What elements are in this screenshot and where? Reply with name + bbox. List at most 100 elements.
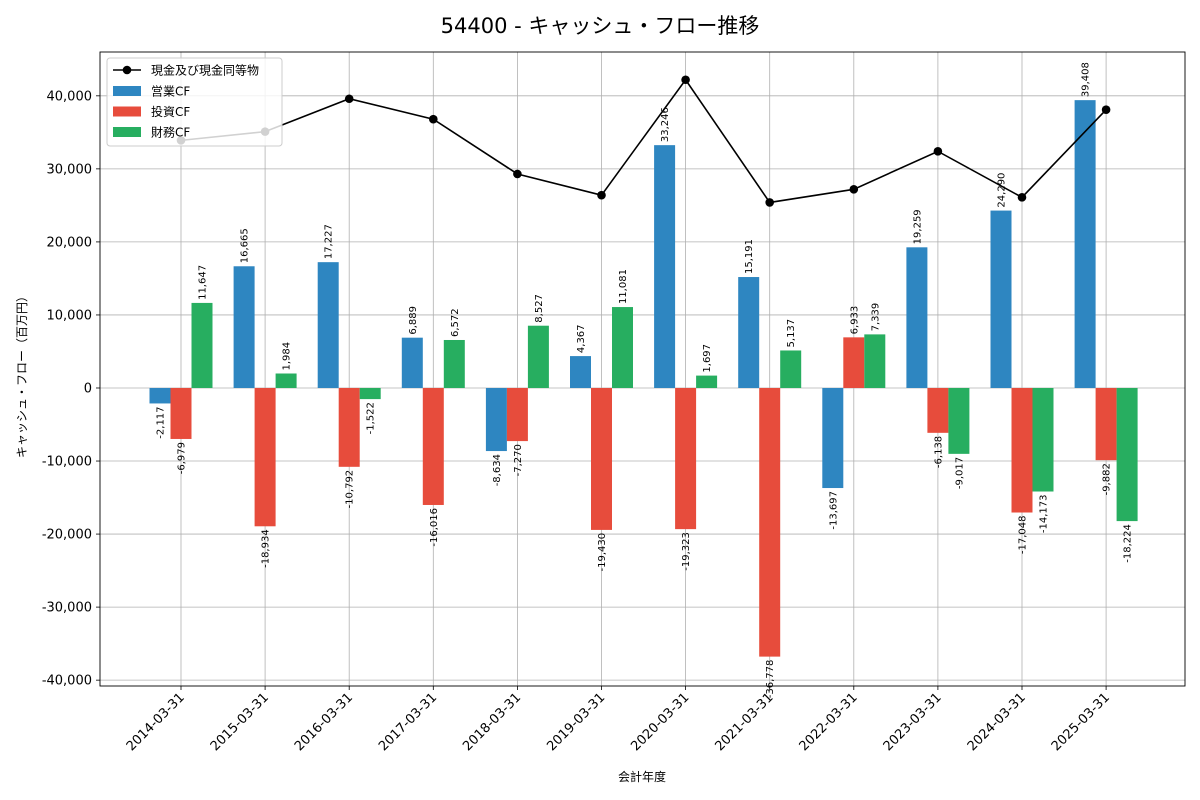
bar-labels-layer: -2,117 16,665 17,227 6,889 -8,634 4,367 33,246…	[156, 62, 1134, 698]
x-tick-label: 2015-03-31	[208, 690, 272, 754]
bar-value-label: -6,979	[177, 442, 188, 474]
y-tick-label: 40,000	[47, 89, 93, 104]
bar-value-label: -36,778	[765, 660, 776, 699]
chart-title: 54400 - キャッシュ・フロー推移	[441, 14, 760, 38]
bar-value-label: -13,697	[828, 491, 839, 530]
bar-value-label: -14,173	[1039, 495, 1050, 534]
bar-営業CF	[149, 387, 171, 404]
bar-value-label: 39,408	[1081, 62, 1092, 97]
bar-投資CF	[422, 387, 444, 505]
bar-財務CF	[527, 325, 549, 388]
bar-value-label: 7,339	[870, 303, 881, 332]
bar-value-label: 1,984	[282, 342, 293, 371]
bar-財務CF	[864, 334, 886, 388]
bar-value-label: -10,792	[345, 470, 356, 509]
bar-value-label: -16,016	[429, 508, 440, 547]
cash-equivalents-point	[765, 198, 774, 207]
bar-value-label: -19,323	[681, 532, 692, 571]
bar-営業CF	[822, 387, 844, 489]
bar-value-label: -19,430	[597, 533, 608, 572]
bar-value-label: 33,246	[660, 107, 671, 142]
bar-投資CF	[1011, 387, 1033, 513]
legend-label: 現金及び現金同等物	[151, 63, 259, 78]
cash-equivalents-point	[1017, 193, 1027, 202]
bar-value-label: -8,634	[492, 454, 503, 486]
bar-営業CF	[570, 356, 591, 388]
bar-value-label: -1,522	[366, 402, 377, 434]
bar-value-label: 16,665	[240, 228, 251, 263]
bar-value-label: -2,117	[156, 406, 167, 438]
legend-label: 営業CF	[151, 85, 190, 99]
x-tick-label: 2017-03-31	[376, 690, 440, 754]
bar-value-label: 1,697	[702, 344, 713, 373]
line-layer	[176, 75, 1111, 207]
bar-投資CF	[591, 387, 612, 530]
bar-value-label: 6,933	[849, 306, 860, 335]
bar-value-label: 15,191	[744, 239, 755, 274]
bar-投資CF	[506, 387, 528, 442]
x-tick-label: 2016-03-31	[292, 690, 356, 754]
y-tick-label: 30,000	[47, 162, 93, 177]
x-tick-label: 2022-03-31	[797, 690, 861, 754]
bar-投資CF	[170, 387, 192, 439]
bar-value-label: 19,259	[912, 209, 923, 244]
x-tick-label: 2025-03-31	[1049, 690, 1113, 754]
bar-財務CF	[612, 307, 633, 388]
plot-frame	[99, 51, 1186, 687]
bar-営業CF	[654, 145, 676, 388]
bar-財務CF	[1116, 387, 1138, 522]
legend-swatch	[113, 127, 141, 137]
y-axis-title: キャッシュ・フロー（百万円）	[15, 290, 29, 458]
cash-equivalents-point	[344, 94, 354, 104]
y-tick-label: -30,000	[42, 601, 92, 616]
cash-equivalents-point	[429, 114, 438, 124]
legend-swatch	[113, 86, 141, 96]
bar-value-label: -18,224	[1123, 524, 1134, 563]
bar-投資CF	[254, 387, 276, 527]
legend-label: 財務CF	[151, 125, 190, 140]
bar-投資CF	[759, 387, 781, 657]
legend-label: 投資CF	[151, 104, 190, 119]
x-tick-label: 2024-03-31	[965, 690, 1029, 754]
bar-value-label: 11,647	[198, 265, 209, 300]
bar-財務CF	[696, 375, 718, 388]
y-tick-label: -10,000	[42, 455, 92, 470]
legend-box	[106, 57, 283, 147]
cash-equivalents-point	[849, 185, 859, 194]
cash-equivalents-point	[597, 190, 606, 200]
cash-equivalents-point	[681, 75, 690, 85]
x-tick-label: 2020-03-31	[628, 690, 692, 754]
y-tick-label: -40,000	[42, 674, 92, 689]
bar-営業CF	[317, 262, 339, 388]
bar-財務CF	[191, 302, 213, 388]
bar-投資CF	[1095, 387, 1117, 461]
bar-投資CF	[338, 387, 360, 467]
bar-営業CF	[738, 277, 760, 388]
bar-value-label: 24,290	[997, 173, 1008, 208]
bar-営業CF	[906, 247, 928, 388]
bar-財務CF	[780, 350, 802, 388]
grid-layer	[100, 52, 1185, 686]
y-tick-label: 10,000	[47, 308, 93, 323]
bar-財務CF	[359, 387, 381, 400]
x-tick-label: 2014-03-31	[124, 690, 188, 754]
bar-財務CF	[443, 339, 465, 388]
cash-equivalents-line	[180, 78, 1107, 204]
bar-value-label: -17,048	[1018, 516, 1029, 555]
legend-swatch	[113, 106, 141, 117]
y-tick-label: 20,000	[47, 235, 93, 250]
y-tick-label: 0	[84, 381, 92, 396]
bar-投資CF	[927, 387, 949, 433]
bar-value-label: -9,882	[1102, 463, 1113, 495]
bar-営業CF	[485, 387, 507, 452]
bar-value-label: 17,227	[324, 224, 335, 259]
bar-value-label: 6,889	[408, 306, 419, 335]
bar-財務CF	[948, 387, 970, 454]
x-tick-label: 2018-03-31	[460, 690, 524, 754]
bar-財務CF	[275, 373, 297, 388]
bar-営業CF	[401, 337, 423, 388]
y-tick-label: -20,000	[42, 528, 92, 543]
cash-equivalents-point	[513, 169, 522, 179]
